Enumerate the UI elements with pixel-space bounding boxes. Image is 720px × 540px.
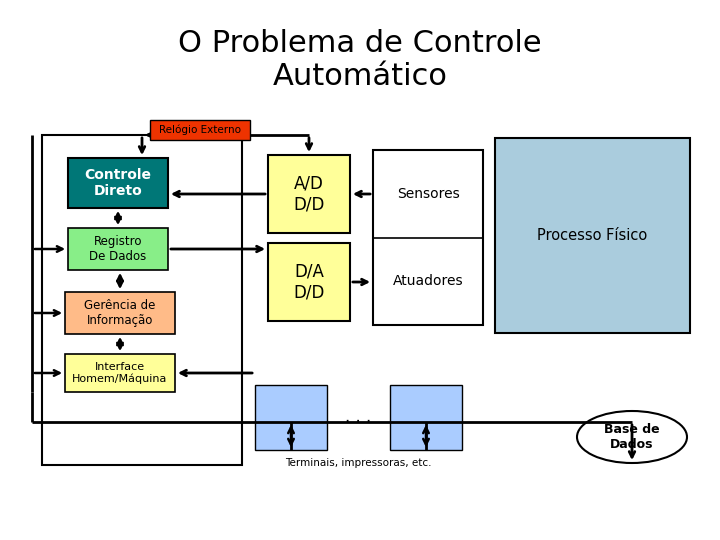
Text: Controle
Direto: Controle Direto bbox=[84, 168, 151, 198]
Bar bbox=[42, 135, 242, 465]
Text: Terminais, impressoras, etc.: Terminais, impressoras, etc. bbox=[285, 458, 432, 468]
Bar bbox=[268, 155, 350, 233]
Text: Relógio Externo: Relógio Externo bbox=[159, 125, 241, 135]
Bar bbox=[68, 228, 168, 270]
Bar bbox=[495, 138, 690, 333]
Text: Processo Físico: Processo Físico bbox=[537, 228, 647, 243]
Text: O Problema de Controle
Automático: O Problema de Controle Automático bbox=[178, 29, 542, 91]
Bar bbox=[268, 243, 350, 321]
Text: . . .: . . . bbox=[346, 408, 372, 427]
Text: Registro
De Dados: Registro De Dados bbox=[89, 235, 147, 263]
Ellipse shape bbox=[577, 411, 687, 463]
Bar bbox=[65, 292, 175, 334]
Text: Gerência de
Informação: Gerência de Informação bbox=[84, 299, 156, 327]
Bar bbox=[65, 354, 175, 392]
Bar bbox=[390, 385, 462, 450]
Text: Interface
Homem/Máquina: Interface Homem/Máquina bbox=[72, 362, 168, 384]
Bar bbox=[255, 385, 327, 450]
Bar bbox=[373, 150, 483, 325]
Text: A/D
D/D: A/D D/D bbox=[293, 174, 325, 213]
Text: D/A
D/D: D/A D/D bbox=[293, 262, 325, 301]
Text: Base de
Dados: Base de Dados bbox=[604, 423, 660, 451]
Bar bbox=[68, 158, 168, 208]
Bar bbox=[150, 120, 250, 140]
Text: Sensores: Sensores bbox=[397, 187, 459, 201]
Text: Atuadores: Atuadores bbox=[392, 274, 463, 288]
